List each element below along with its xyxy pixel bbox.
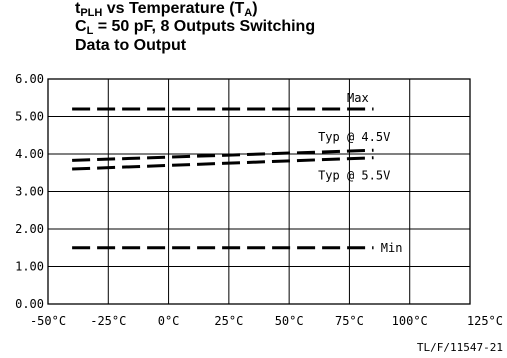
series-label: Typ @ 5.5V bbox=[318, 168, 390, 182]
x-axis-ticks: -50°C -25°C 0°C 25°C 50°C 75°C 100°C 125°C bbox=[30, 314, 503, 328]
x-tick-label: 50°C bbox=[275, 314, 304, 328]
x-tick-label: 0°C bbox=[158, 314, 180, 328]
series-lines bbox=[72, 107, 374, 250]
y-tick-label: 0.00 bbox=[15, 297, 44, 311]
y-tick-label: 5.00 bbox=[15, 110, 44, 124]
y-tick-label: 6.00 bbox=[15, 72, 44, 86]
x-tick-label: 100°C bbox=[392, 314, 428, 328]
x-tick-label: 125°C bbox=[467, 314, 503, 328]
y-tick-label: 4.00 bbox=[15, 147, 44, 161]
x-tick-label: 75°C bbox=[335, 314, 364, 328]
y-tick-label: 1.00 bbox=[15, 260, 44, 274]
y-tick-label: 3.00 bbox=[15, 185, 44, 199]
chart-title-line-1: tPLH vs Temperature (TA) bbox=[75, 0, 258, 19]
series-label: Typ @ 4.5V bbox=[318, 130, 390, 144]
x-tick-label: 25°C bbox=[214, 314, 243, 328]
grid-lines bbox=[47, 78, 471, 305]
series-annotations: Max Typ @ 4.5V Typ @ 5.5V Min bbox=[318, 91, 402, 255]
x-tick-label: -25°C bbox=[90, 314, 126, 328]
y-axis-ticks: 0.00 1.00 2.00 3.00 4.00 5.00 6.00 bbox=[15, 72, 44, 311]
series-line-1 bbox=[72, 148, 374, 162]
x-tick-label: -50°C bbox=[30, 314, 66, 328]
series-line-2 bbox=[72, 156, 374, 171]
series-label: Min bbox=[381, 241, 403, 255]
y-tick-label: 2.00 bbox=[15, 222, 44, 236]
chart-title-line-2: CL = 50 pF, 8 Outputs Switching bbox=[75, 18, 316, 37]
series-label: Max bbox=[347, 91, 369, 105]
plot-frame bbox=[47, 78, 471, 305]
figure-id: TL/F/11547-21 bbox=[417, 341, 503, 354]
chart-title-line-3: Data to Output bbox=[75, 37, 187, 54]
